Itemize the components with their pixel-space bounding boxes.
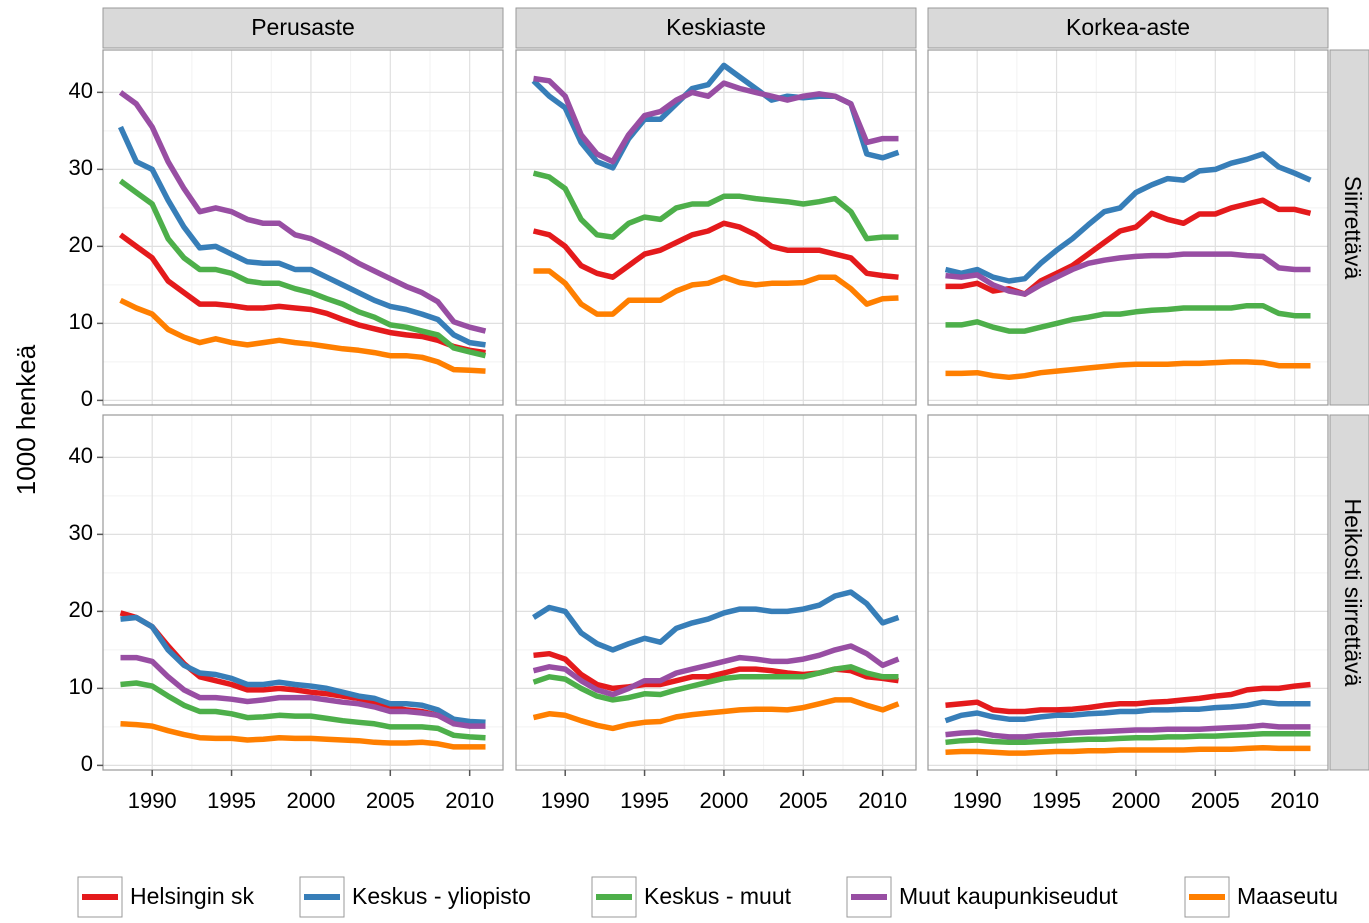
strip xyxy=(927,7,1329,49)
y-tick-label: 30 xyxy=(69,520,93,545)
strip-label: Korkea-aste xyxy=(1066,14,1190,40)
series-line xyxy=(532,589,900,653)
series-line xyxy=(120,721,486,750)
y-tick-label: 20 xyxy=(69,597,93,622)
panel-border xyxy=(515,49,917,406)
series-line xyxy=(117,125,486,348)
legend-label: Helsingin sk xyxy=(130,883,254,909)
y-tick-label: 30 xyxy=(69,155,93,180)
y-axis-label: 1000 henkeä xyxy=(11,344,41,495)
y-tick-label: 0 xyxy=(81,386,93,411)
series-line xyxy=(120,680,486,741)
series-line xyxy=(532,697,900,732)
strip-label: Perusaste xyxy=(251,14,355,40)
strip xyxy=(515,7,917,49)
x-tick-label: 1995 xyxy=(1032,788,1081,813)
x-tick-label: 2000 xyxy=(286,788,335,813)
series-line xyxy=(945,681,1311,715)
series-line xyxy=(945,251,1311,297)
series-line xyxy=(532,643,900,698)
series-line xyxy=(532,220,899,280)
series-line xyxy=(532,170,899,242)
series-line xyxy=(945,359,1311,381)
x-tick-label: 2000 xyxy=(699,788,748,813)
legend-label: Keskus - muut xyxy=(644,883,792,909)
x-tick-label: 2010 xyxy=(445,788,494,813)
series-line xyxy=(945,302,1311,334)
series-line xyxy=(944,151,1312,284)
x-tick-label: 1990 xyxy=(128,788,177,813)
x-tick-label: 1995 xyxy=(620,788,669,813)
series-line xyxy=(120,614,486,726)
x-tick-label: 1995 xyxy=(207,788,256,813)
strip xyxy=(102,7,504,49)
y-tick-label: 40 xyxy=(69,443,93,468)
series-line xyxy=(533,75,899,165)
series-line xyxy=(944,699,1311,724)
series-line xyxy=(118,232,486,356)
panel-border xyxy=(102,414,504,771)
series-line xyxy=(120,654,486,729)
series-line xyxy=(118,178,487,359)
strip xyxy=(1329,49,1369,406)
series-line xyxy=(945,744,1311,756)
strip xyxy=(1329,414,1369,771)
panel-border xyxy=(515,414,917,771)
y-tick-label: 10 xyxy=(69,674,93,699)
series-line xyxy=(119,297,486,374)
x-tick-label: 2005 xyxy=(1191,788,1240,813)
x-tick-label: 2010 xyxy=(858,788,907,813)
strip-label: Siirrettävä xyxy=(1340,176,1366,280)
legend-label: Keskus - yliopisto xyxy=(352,883,531,909)
x-tick-label: 2005 xyxy=(779,788,828,813)
x-tick-label: 2005 xyxy=(366,788,415,813)
y-tick-label: 40 xyxy=(69,78,93,103)
panel-border xyxy=(102,49,504,406)
strip-label: Heikosti siirrettävä xyxy=(1340,499,1366,687)
y-tick-label: 20 xyxy=(69,232,93,257)
series-line xyxy=(945,722,1311,740)
y-tick-label: 0 xyxy=(81,751,93,776)
panel-border xyxy=(927,414,1329,771)
strip-label: Keskiaste xyxy=(666,14,766,40)
x-tick-label: 1990 xyxy=(541,788,590,813)
legend-label: Muut kaupunkiseudut xyxy=(899,883,1118,909)
x-tick-label: 1990 xyxy=(953,788,1002,813)
y-tick-label: 10 xyxy=(69,309,93,334)
x-tick-label: 2010 xyxy=(1270,788,1319,813)
series-line xyxy=(532,664,899,703)
series-line xyxy=(118,90,487,334)
legend-label: Maaseutu xyxy=(1237,883,1338,909)
panel-border xyxy=(927,49,1329,406)
series-line xyxy=(533,268,899,317)
series-line xyxy=(945,731,1311,746)
x-tick-label: 2000 xyxy=(1111,788,1160,813)
